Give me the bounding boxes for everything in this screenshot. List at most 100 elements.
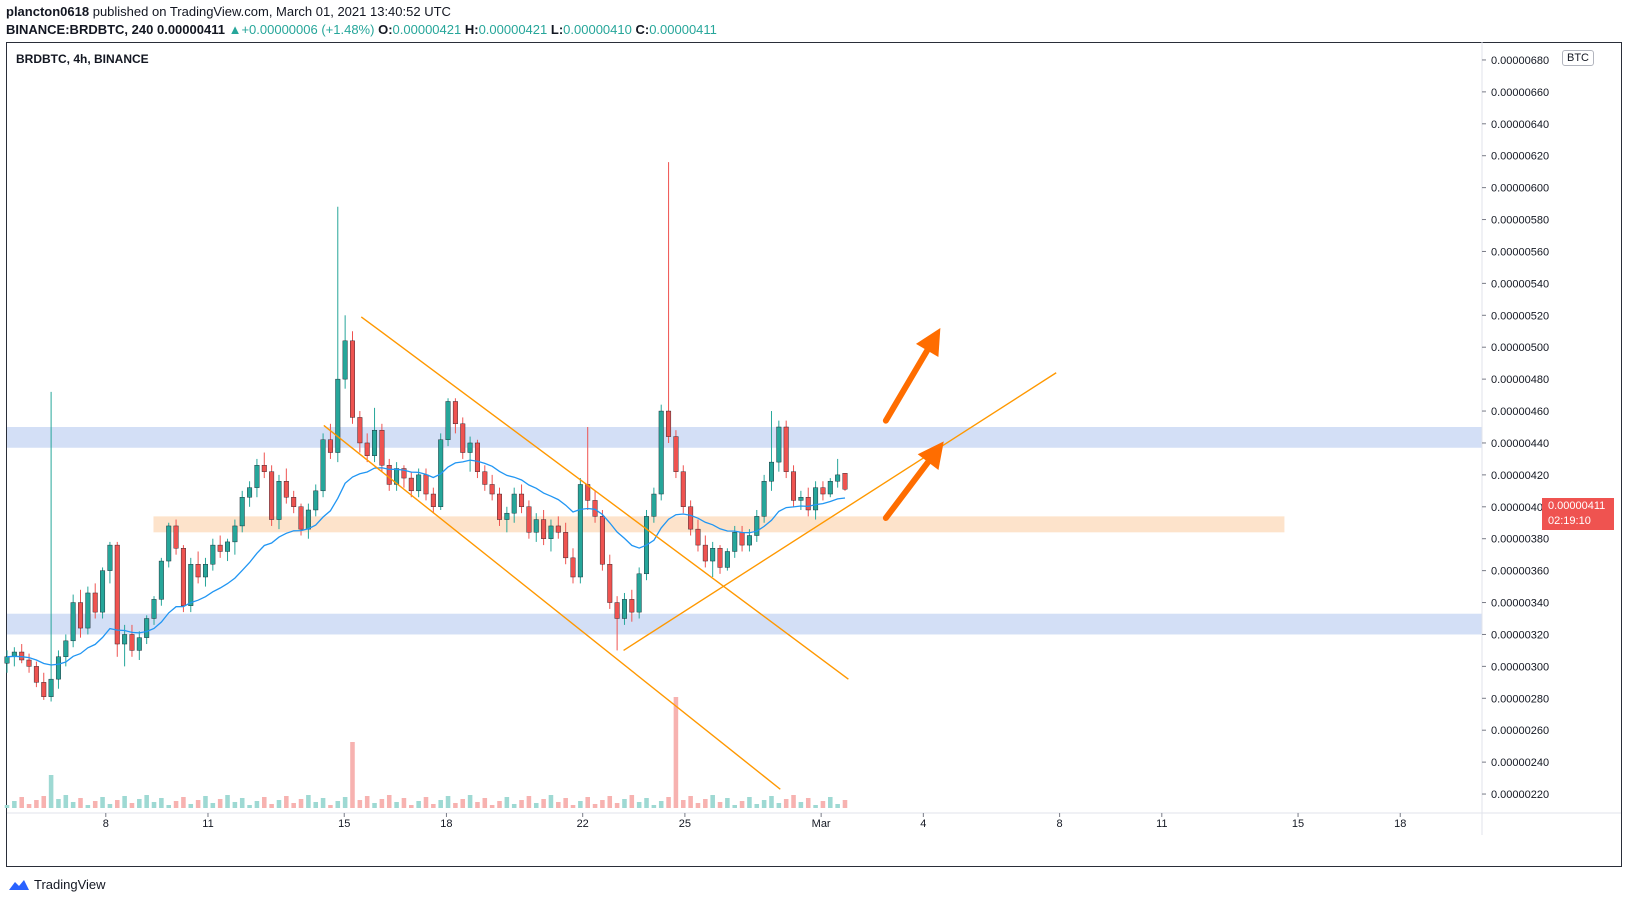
volume-bar <box>651 805 657 808</box>
volume-bar <box>783 799 789 808</box>
candle-body <box>372 429 378 456</box>
candle-body <box>305 509 311 530</box>
volume-bar <box>511 804 517 808</box>
candles-layer <box>4 162 848 702</box>
volume-bar <box>217 799 223 808</box>
candle-body <box>144 618 150 638</box>
candle-body <box>55 656 61 680</box>
volume-bar <box>379 799 385 808</box>
y-tick-label: 0.00000280 <box>1491 693 1549 705</box>
x-tick-label: 8 <box>103 818 109 830</box>
candle-body <box>791 471 797 501</box>
volume-bar <box>298 799 304 808</box>
volume-bar <box>247 805 252 808</box>
axis-layer: 0.00000220 0.00000240 0.00000260 0.00000280… <box>7 42 1621 835</box>
author-name[interactable]: plancton0618 <box>6 4 90 19</box>
high-label: H: <box>464 22 479 37</box>
volume-bar <box>92 801 98 808</box>
volume-bar <box>114 800 120 808</box>
volume-layer <box>4 697 848 808</box>
volume-bar <box>137 799 142 808</box>
volume-bar <box>504 797 510 808</box>
volume-bar <box>695 803 701 808</box>
y-tick-label: 0.00000420 <box>1491 470 1549 482</box>
volume-bar <box>607 796 613 808</box>
candle-body <box>247 487 253 498</box>
candle-body <box>122 634 128 645</box>
candle-body <box>680 471 686 507</box>
chart-symbol-title: BRDBTC, 4h, BINANCE <box>16 52 149 66</box>
candle-body <box>592 500 598 517</box>
volume-bar <box>166 805 171 808</box>
symbol-line: BINANCE:BRDBTC, 240 <box>6 22 154 37</box>
volume-bar <box>41 796 47 808</box>
y-tick-label: 0.00000340 <box>1491 598 1549 610</box>
currency-badge[interactable]: BTC <box>1562 50 1594 66</box>
y-tick-label: 0.00000660 <box>1491 87 1549 99</box>
bar-countdown: 02:19:10 <box>1548 515 1591 527</box>
y-tick-label: 0.00000640 <box>1491 119 1549 131</box>
x-tick-label: Mar <box>812 818 831 830</box>
volume-bar <box>431 804 436 808</box>
y-tick-label: 0.00000440 <box>1491 438 1549 450</box>
y-tick-label: 0.00000540 <box>1491 278 1549 290</box>
volume-bar <box>658 801 664 808</box>
volume-bar <box>688 796 693 808</box>
candle-body <box>350 340 355 418</box>
volume-bar <box>188 804 194 808</box>
x-tick-label: 15 <box>1292 818 1304 830</box>
candle-body <box>114 544 120 645</box>
candle-body <box>570 557 576 578</box>
y-tick-label: 0.00000480 <box>1491 374 1549 386</box>
candle-body <box>107 544 113 571</box>
volume-bar <box>732 805 738 808</box>
y-tick-label: 0.00000680 <box>1491 55 1549 67</box>
candle-body <box>688 506 694 530</box>
x-tick-label: 25 <box>679 818 691 830</box>
candle-body <box>254 465 260 488</box>
price-change: +0.00000006 (+1.48%) <box>241 22 375 37</box>
volume-bar <box>680 800 686 808</box>
candle-body <box>85 592 91 629</box>
candle-body <box>813 487 819 511</box>
candle-body <box>401 468 407 479</box>
candle-body <box>805 497 811 511</box>
volume-bar <box>805 798 811 808</box>
volume-bar <box>357 800 363 808</box>
support-zone <box>153 516 1285 533</box>
candle-body <box>379 429 385 466</box>
volume-bar <box>386 795 392 808</box>
candle-body <box>533 519 539 533</box>
y-tick-label: 0.00000500 <box>1491 342 1549 354</box>
tradingview-logo-icon <box>9 879 29 890</box>
volume-bar <box>467 795 473 808</box>
candle-body <box>48 678 54 697</box>
resistance-zone <box>7 427 1482 448</box>
candle-body <box>695 528 701 546</box>
candle-body <box>511 493 517 514</box>
y-tick-label: 0.00000300 <box>1491 661 1549 673</box>
candle-body <box>33 666 39 683</box>
volume-bar <box>445 796 451 808</box>
chart-frame[interactable] <box>6 42 1622 867</box>
arrow-head <box>915 328 941 358</box>
candle-body <box>452 401 458 425</box>
moving-average-layer <box>6 459 846 666</box>
moving-average-line <box>6 459 846 666</box>
tradingview-footer[interactable]: TradingView <box>8 877 106 892</box>
volume-bar <box>269 804 274 808</box>
candle-body <box>607 564 613 603</box>
candle-body <box>327 439 333 453</box>
candle-body <box>673 436 679 472</box>
volume-bar <box>739 801 745 808</box>
volume-bar <box>48 775 54 808</box>
candle-body <box>70 602 76 642</box>
volume-bar <box>798 802 804 808</box>
candle-body <box>136 637 142 651</box>
last-price: 0.00000411 <box>156 22 225 37</box>
volume-bar <box>842 800 848 808</box>
x-tick-label: 15 <box>338 818 350 830</box>
candle-body <box>798 497 804 501</box>
candle-body <box>313 490 319 511</box>
